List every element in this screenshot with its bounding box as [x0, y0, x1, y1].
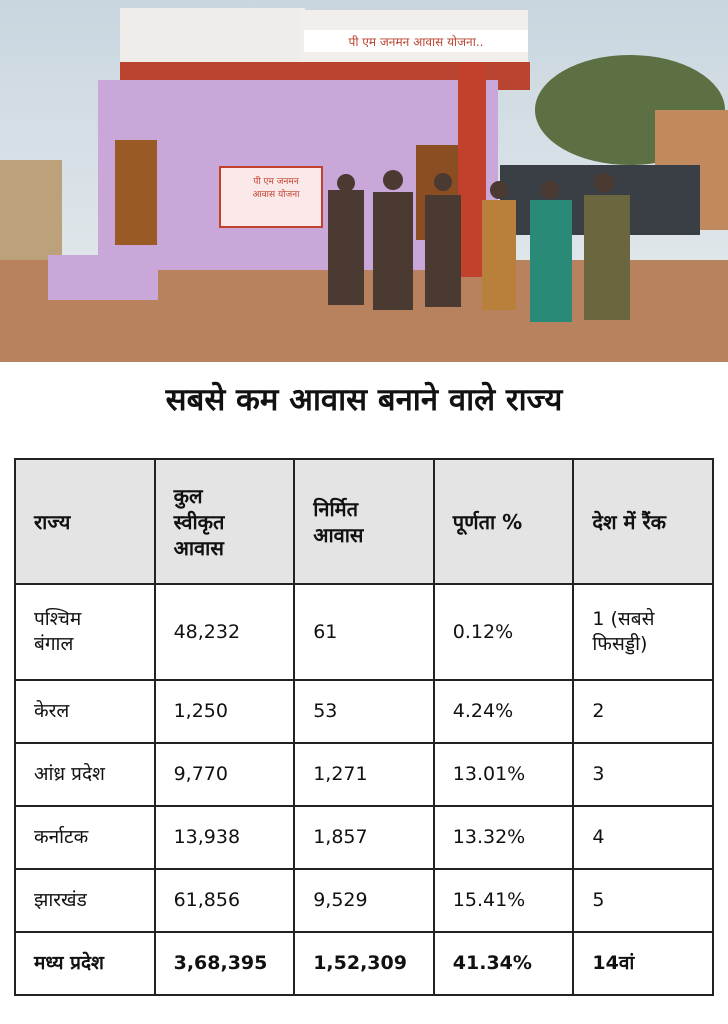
door [115, 140, 157, 245]
header-cell: कुल स्वीकृत आवास [153, 458, 296, 585]
table-cell: 4.24% [432, 679, 575, 744]
table-cell: पश्चिम बंगाल [14, 583, 156, 681]
table-cell: 13,938 [153, 805, 296, 870]
logo-text: पी एम जनमन आवास योजना [252, 175, 300, 200]
table-row: केरल 1,250 53 4.24% 2 [14, 679, 714, 744]
people [328, 170, 630, 322]
table-cell: 61 [293, 583, 435, 681]
table: राज्य कुल स्वीकृत आवास निर्मित आवास पूर्णता… [14, 458, 714, 996]
table-row: पश्चिम बंगाल 48,232 61 0.12% 1 (सबसे फिसड्डी… [14, 583, 714, 681]
table-cell: 3 [572, 742, 714, 807]
table-row: कर्नाटक 13,938 1,857 13.32% 4 [14, 805, 714, 870]
sign-text: पी एम जनमन आवास योजना.. [349, 35, 484, 49]
table-cell: 15.41% [432, 868, 575, 933]
table-cell: 4 [572, 805, 714, 870]
table-cell: झारखंड [14, 868, 156, 933]
table-cell: 0.12% [432, 583, 575, 681]
table-cell: 9,529 [293, 868, 435, 933]
table-cell: 5 [572, 868, 714, 933]
table-cell: 1 (सबसे फिसड्डी) [572, 583, 714, 681]
table-cell: 53 [293, 679, 435, 744]
steps [48, 255, 158, 300]
photo: पी एम जनमन आवास योजना पी एम जनमन आवास योज… [0, 0, 728, 362]
table-cell: 61,856 [153, 868, 296, 933]
pillar [458, 62, 486, 277]
table-cell: 1,250 [153, 679, 296, 744]
table-cell: आंध्र प्रदेश [14, 742, 156, 807]
table-row: झारखंड 61,856 9,529 15.41% 5 [14, 868, 714, 933]
sign-board [304, 30, 528, 52]
table-cell: 14वां [572, 931, 714, 996]
header-cell: देश में रैंक [572, 458, 714, 585]
table-cell: 3,68,395 [153, 931, 296, 996]
logo-board [219, 166, 323, 228]
table-row: मध्य प्रदेश 3,68,395 1,52,309 41.34% 14वां [14, 931, 714, 996]
header-cell: पूर्णता % [432, 458, 575, 585]
title: सबसे कम आवास बनाने वाले राज्य [165, 382, 563, 418]
table-cell: 41.34% [432, 931, 575, 996]
table-cell: कर्नाटक [14, 805, 156, 870]
table-cell: 13.32% [432, 805, 575, 870]
table-cell: केरल [14, 679, 156, 744]
table-cell: 1,52,309 [293, 931, 435, 996]
header-cell: निर्मित आवास [293, 458, 435, 585]
table-cell: 48,232 [153, 583, 296, 681]
table-cell: मध्य प्रदेश [14, 931, 156, 996]
header-row: राज्य कुल स्वीकृत आवास निर्मित आवास पूर्णता… [14, 458, 714, 585]
table-cell: 1,271 [293, 742, 435, 807]
table-cell: 2 [572, 679, 714, 744]
table-row: आंध्र प्रदेश 9,770 1,271 13.01% 3 [14, 742, 714, 807]
table-cell: 1,857 [293, 805, 435, 870]
table-cell: 9,770 [153, 742, 296, 807]
table-cell: 13.01% [432, 742, 575, 807]
hut [0, 160, 62, 270]
header-cell: राज्य [14, 458, 156, 585]
